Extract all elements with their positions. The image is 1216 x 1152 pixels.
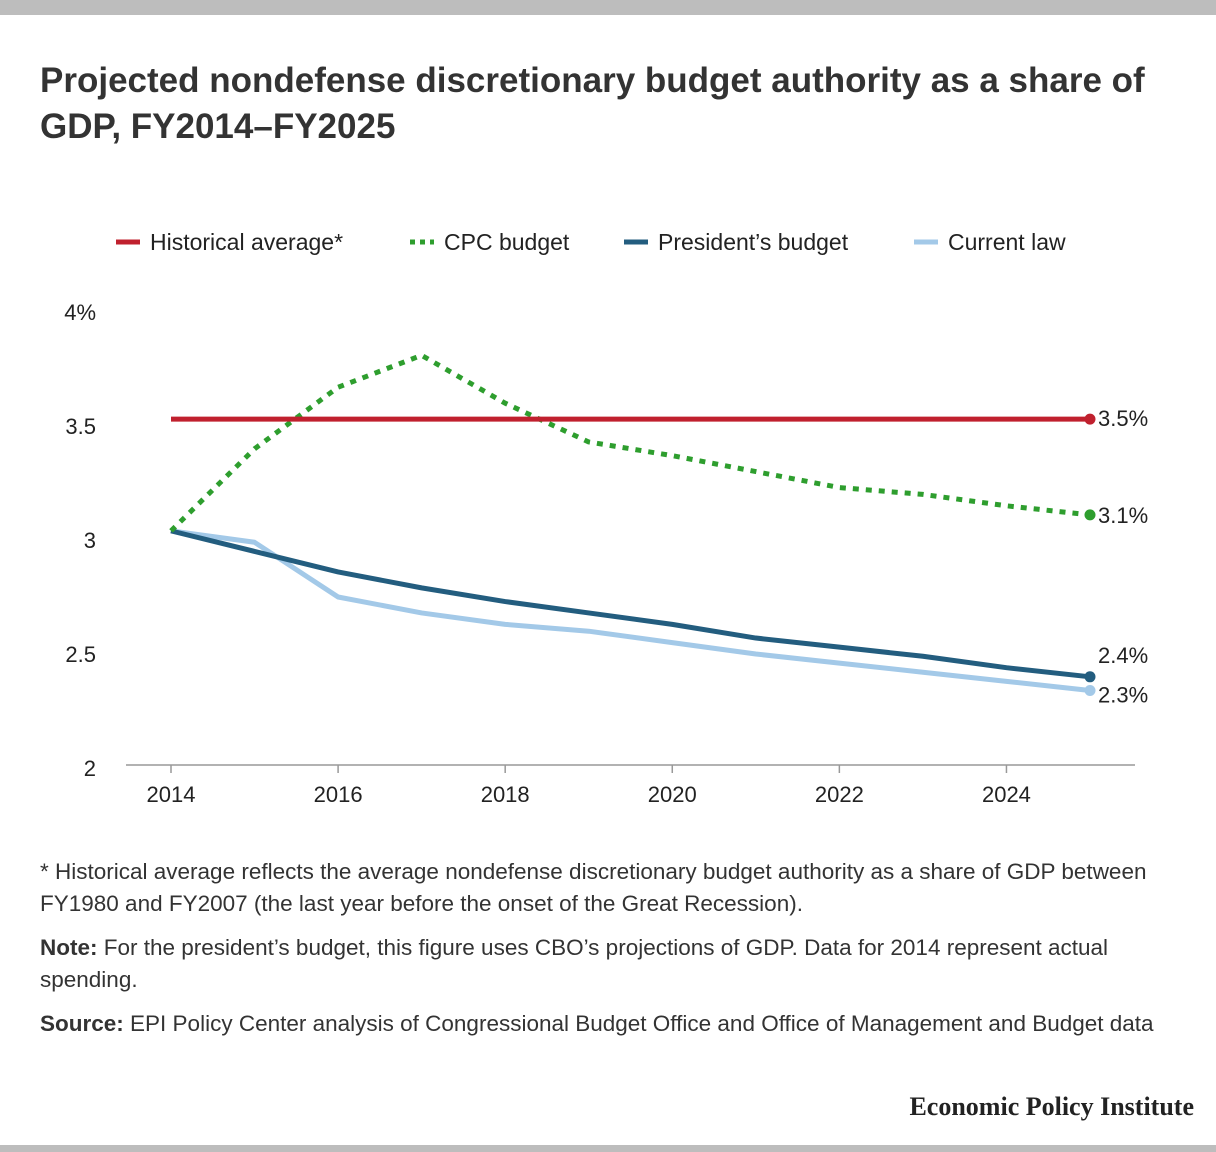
source-label: Source:	[40, 1011, 124, 1036]
bottom-border	[0, 1145, 1216, 1152]
source: Source: EPI Policy Center analysis of Co…	[40, 1008, 1180, 1040]
series-end-label: 2.4%	[1098, 643, 1148, 668]
chart-series	[169, 352, 1096, 696]
series-end-label: 3.5%	[1098, 406, 1148, 431]
legend-label: Current law	[948, 229, 1066, 255]
chart-legend: Historical average* CPC budget President’s…	[116, 229, 1066, 255]
note-label: Note:	[40, 935, 98, 960]
series-end-marker	[1084, 671, 1096, 683]
series-end-marker	[1084, 509, 1096, 521]
note-text: For the president’s budget, this figure …	[40, 935, 1109, 992]
series-end-marker	[1084, 413, 1096, 425]
chart-title: Projected nondefense discretionary budge…	[40, 61, 1145, 146]
brand-logo: Economic Policy Institute	[909, 1092, 1194, 1121]
x-tick-label: 2016	[314, 782, 363, 807]
y-tick-label: 3	[84, 528, 96, 553]
legend-label: President’s budget	[658, 229, 849, 255]
x-tick-label: 2022	[815, 782, 864, 807]
x-tick-label: 2014	[147, 782, 196, 807]
chart-axes: 2014 2016 2018 2020 2022 2024 2 2.5 3 3.5 4%	[64, 300, 1135, 807]
source-text: EPI Policy Center analysis of Congressio…	[123, 1011, 1154, 1036]
series-end-label: 3.1%	[1098, 503, 1148, 528]
series-end-marker	[1084, 684, 1096, 696]
series-line	[169, 352, 1091, 533]
series-end-label: 2.3%	[1098, 682, 1148, 707]
top-border	[0, 0, 1216, 15]
note: Note: For the president’s budget, this f…	[40, 932, 1180, 996]
footnote: * Historical average reflects the averag…	[40, 859, 1147, 916]
legend-label: CPC budget	[444, 229, 570, 255]
series-line	[170, 528, 1091, 680]
x-tick-label: 2020	[648, 782, 697, 807]
y-tick-label: 2.5	[65, 642, 96, 667]
series-line	[170, 528, 1091, 693]
y-tick-label: 2	[84, 756, 96, 781]
y-tick-label: 4%	[64, 300, 96, 325]
x-tick-label: 2018	[481, 782, 530, 807]
legend-label: Historical average*	[150, 229, 343, 255]
line-chart: Historical average* CPC budget President’s…	[64, 229, 1148, 807]
x-tick-label: 2024	[982, 782, 1031, 807]
chart-end-labels: 3.5% 3.1% 2.4% 2.3%	[1098, 406, 1148, 707]
chart-notes: * Historical average reflects the averag…	[40, 856, 1180, 1052]
y-tick-label: 3.5	[65, 414, 96, 439]
